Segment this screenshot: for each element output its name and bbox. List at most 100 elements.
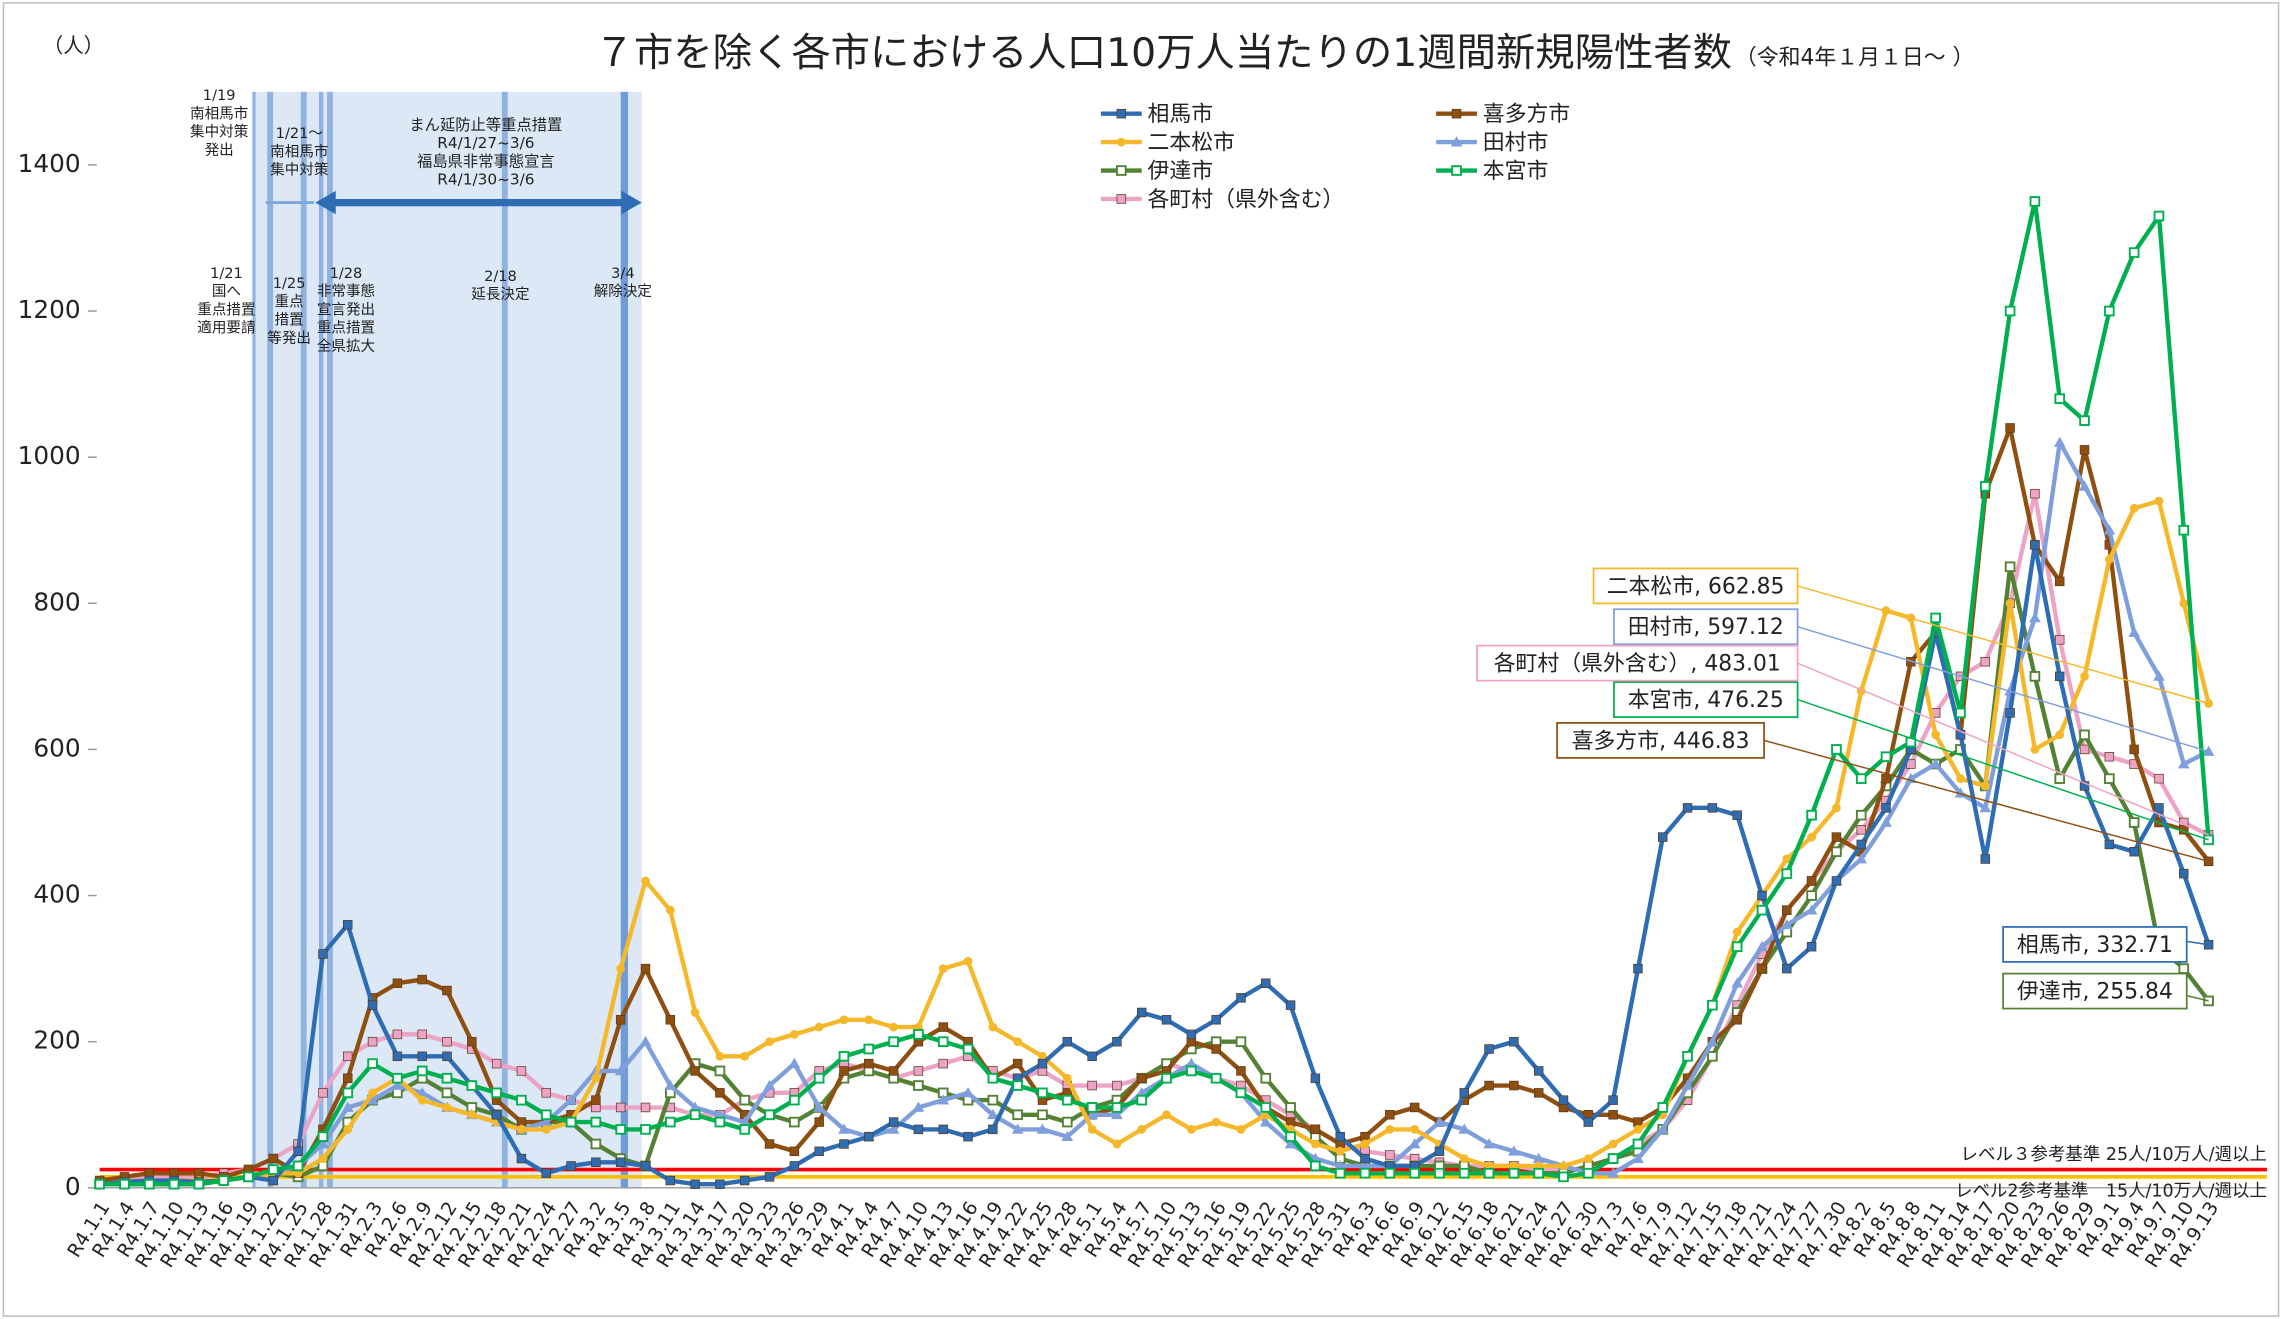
marker (1111, 1108, 1123, 1120)
marker (888, 1117, 899, 1127)
marker (1036, 1123, 1049, 1134)
marker (789, 1146, 800, 1157)
marker (417, 1051, 427, 1062)
marker (1533, 1088, 1544, 1098)
callout-leader (1797, 626, 2209, 753)
marker (1310, 1160, 1321, 1172)
marker (540, 1109, 552, 1121)
callout-box (1613, 608, 1799, 646)
marker (1831, 846, 1842, 858)
marker (2154, 496, 2164, 506)
marker (1360, 1139, 1370, 1149)
marker (913, 1080, 924, 1091)
marker (740, 1051, 750, 1061)
marker (1484, 1044, 1494, 1054)
marker (2179, 598, 2189, 608)
marker (1459, 1154, 1469, 1163)
marker (343, 1051, 353, 1062)
marker (94, 1178, 105, 1190)
annotation-text: 措置 (275, 312, 304, 329)
marker (1732, 810, 1742, 820)
marker (1757, 963, 1767, 974)
marker (591, 1157, 601, 1167)
marker (119, 1178, 130, 1190)
marker (293, 1146, 303, 1157)
marker (715, 1088, 725, 1098)
marker (193, 1178, 205, 1190)
marker (1806, 941, 1817, 952)
marker (1880, 751, 1892, 763)
marker (715, 1179, 725, 1189)
marker (1087, 1051, 1097, 1062)
marker (789, 1161, 800, 1171)
marker (2129, 744, 2139, 755)
marker (2078, 480, 2091, 491)
annotation-text: 2/18 (484, 268, 517, 285)
marker (317, 1131, 329, 1143)
marker (168, 1178, 180, 1190)
marker (1334, 1160, 1347, 1171)
chart-title: ７市を除く各市における人口10万人当たりの1週間新規陽性者数 (595, 30, 1732, 76)
marker (1186, 1065, 1197, 1077)
marker (417, 1029, 427, 1040)
marker (1408, 1138, 1421, 1149)
y-tick-label: 0 (65, 1172, 81, 1201)
marker (664, 1079, 677, 1090)
marker (1929, 758, 1942, 769)
marker (1434, 1146, 1445, 1157)
marker (1558, 1171, 1569, 1183)
marker (739, 1124, 751, 1135)
marker (516, 1066, 527, 1076)
marker (541, 1168, 551, 1178)
marker (1136, 1094, 1148, 1106)
marker (343, 1073, 353, 1083)
marker (1806, 890, 1817, 901)
marker (938, 1124, 948, 1135)
marker (1658, 832, 1668, 842)
marker (1508, 1145, 1520, 1156)
marker (1608, 1095, 1618, 1105)
marker (1657, 1102, 1669, 1113)
marker (1533, 1167, 1545, 1179)
marker (1979, 802, 1992, 813)
marker (442, 985, 452, 996)
marker (1706, 1035, 1719, 1047)
marker (1136, 1073, 1147, 1083)
marker (1236, 1066, 1246, 1076)
marker (764, 1172, 775, 1182)
marker (739, 1094, 751, 1106)
annotation-text: 1/21～ (276, 125, 323, 142)
marker (2030, 540, 2040, 550)
marker (1260, 1102, 1272, 1113)
marker (491, 1087, 502, 1099)
marker (615, 1157, 626, 1167)
marker (714, 1108, 726, 1120)
marker (1116, 108, 1127, 119)
annotation-text: 全県拡大 (317, 337, 375, 355)
marker (2030, 745, 2040, 754)
marker (813, 1101, 825, 1112)
marker (1682, 803, 1693, 813)
marker (1707, 999, 1718, 1011)
marker (864, 1131, 874, 1142)
marker (714, 1116, 726, 1128)
annotation-text: 適用要請 (197, 319, 255, 337)
marker (1832, 803, 1841, 813)
marker (317, 1138, 329, 1149)
marker (1607, 1167, 1619, 1178)
marker (1633, 963, 1643, 974)
annotation-text: 1/25 (273, 275, 306, 292)
threshold-label: レベル３参考基準 25人/10万人/週以上 (1961, 1145, 2267, 1165)
marker (987, 1094, 999, 1106)
marker (1806, 876, 1817, 886)
marker (218, 1175, 230, 1186)
marker (1116, 137, 1126, 147)
marker (1161, 1015, 1172, 1025)
marker (1681, 1079, 1694, 1090)
marker (913, 1066, 924, 1076)
marker (764, 1139, 775, 1149)
marker (616, 964, 626, 973)
y-tick-label: 400 (33, 880, 80, 909)
marker (2005, 598, 2015, 608)
arrow-head (621, 190, 642, 215)
